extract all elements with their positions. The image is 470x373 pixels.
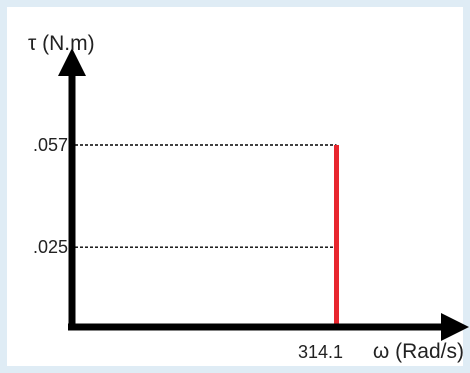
reference-lines [75, 144, 337, 248]
y-tick-label-1: .025 [33, 237, 68, 257]
x-tick-label-0: 314.1 [298, 342, 343, 362]
y-axis-label: τ (N.m) [28, 32, 95, 55]
y-tick-labels: .057 .025 [33, 135, 68, 257]
x-tick-labels: 314.1 [298, 342, 343, 362]
x-axis-label: ω (Rad/s) [373, 340, 464, 363]
y-tick-label-0: .057 [33, 135, 68, 155]
